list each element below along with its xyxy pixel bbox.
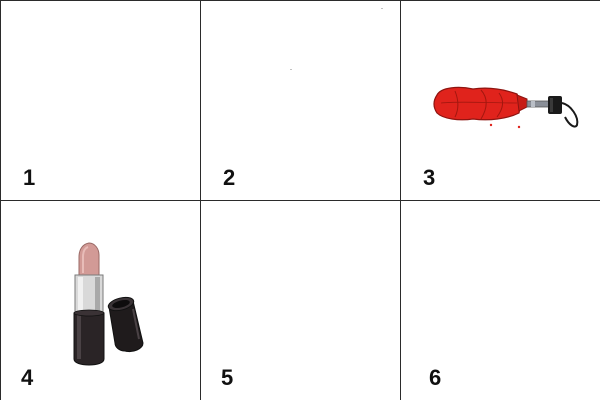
- image-speck: [381, 8, 383, 9]
- cell-number: 3: [423, 165, 436, 190]
- cell-number: 6: [429, 365, 442, 390]
- grid-cell-2[interactable]: 2: [201, 1, 400, 200]
- grid-cell-6[interactable]: 6: [401, 201, 600, 400]
- image-speck: [290, 69, 292, 70]
- grid-cell-5[interactable]: 5: [201, 201, 400, 400]
- cell-number: 4: [21, 365, 34, 390]
- grid-cell-1[interactable]: 1: [1, 1, 200, 200]
- grid-divider: [1, 200, 599, 201]
- grid-cell-4[interactable]: 4: [1, 201, 200, 400]
- cell-number: 1: [23, 165, 36, 190]
- grid-cell-3[interactable]: 3: [401, 1, 600, 200]
- cell-number: 2: [223, 165, 236, 190]
- lipstick-icon: [73, 242, 144, 366]
- folded-umbrella-icon: [433, 86, 579, 129]
- cell-number: 5: [221, 365, 234, 390]
